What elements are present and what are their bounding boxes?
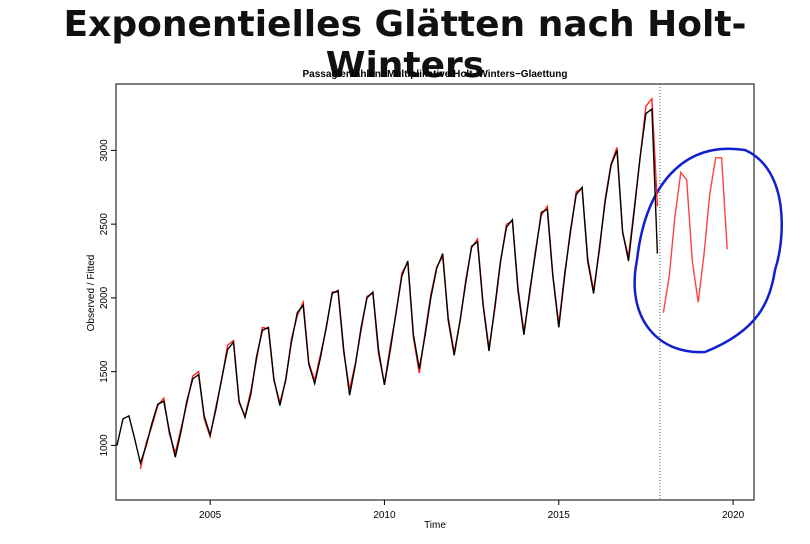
x-tick-label: 2015 xyxy=(548,510,571,521)
series-line xyxy=(662,157,728,313)
x-tick-label: 2005 xyxy=(199,510,222,521)
x-tick-label: 2010 xyxy=(373,510,396,521)
series-line xyxy=(116,107,659,466)
y-tick-label: 3000 xyxy=(99,139,110,162)
highlight-ellipse xyxy=(633,147,784,354)
chart-title: Passagierzahlen: Multiplikative Holt−Win… xyxy=(303,69,568,80)
y-tick-label: 1000 xyxy=(99,434,110,457)
y-axis-label: Observed / Fitted xyxy=(86,255,97,332)
x-tick-label: 2020 xyxy=(722,510,745,521)
slide-title: Exponentielles Glätten nach Holt-Winters xyxy=(63,4,747,86)
y-tick-label: 2500 xyxy=(99,213,110,236)
series-line xyxy=(139,96,659,470)
x-axis-label: Time xyxy=(424,520,446,531)
y-tick-label: 2000 xyxy=(99,286,110,309)
plot-frame xyxy=(115,83,755,501)
y-tick-label: 1500 xyxy=(99,360,110,383)
